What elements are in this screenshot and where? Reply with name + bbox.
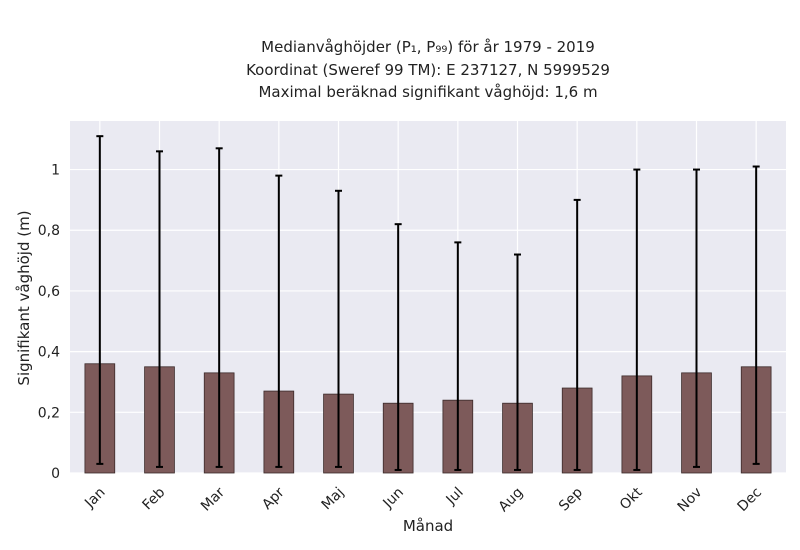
y-tick-label: 0,6 (38, 284, 60, 300)
chart-title-line-2: Koordinat (Sweref 99 TM): E 237127, N 59… (246, 61, 610, 79)
x-tick-label: Mar (198, 484, 228, 514)
x-tick-label: Aug (496, 485, 527, 516)
y-tick-label: 0,4 (38, 345, 60, 361)
x-tick-label: Nov (675, 485, 706, 516)
x-tick-label: Jun (380, 485, 407, 512)
y-tick-label: 1 (51, 163, 60, 179)
y-tick-label: 0 (51, 466, 60, 482)
x-tick-labels: Jan Feb Mar Apr Maj Jun Jul Aug Sep Okt Nov Dec (81, 484, 765, 515)
x-tick-label: Feb (139, 484, 168, 513)
y-tick-label: 0,8 (38, 223, 60, 239)
x-tick-label: Jan (81, 485, 108, 512)
error-bars (96, 135, 760, 471)
y-tick-labels: 0 0,2 0,4 0,6 0,8 1 (38, 163, 60, 482)
x-tick-label: Okt (617, 484, 646, 513)
y-axis-label: Signifikant våghöjd (m) (15, 210, 33, 385)
chart-title-line-1: Medianvåghöjder (P₁, P₉₉) för år 1979 - … (261, 38, 595, 56)
x-tick-label: Jul (443, 485, 467, 509)
x-tick-label: Apr (259, 484, 288, 513)
plot-area (70, 121, 786, 473)
chart-title: Medianvåghöjder (P₁, P₉₉) för år 1979 - … (246, 38, 610, 101)
chart-title-line-3: Maximal beräknad signifikant våghöjd: 1,… (258, 83, 597, 101)
x-axis-label: Månad (403, 517, 453, 535)
x-tick-label: Sep (556, 484, 586, 514)
y-tick-label: 0,2 (38, 405, 60, 421)
x-tick-label: Dec (735, 485, 765, 515)
x-tick-label: Maj (319, 485, 348, 514)
